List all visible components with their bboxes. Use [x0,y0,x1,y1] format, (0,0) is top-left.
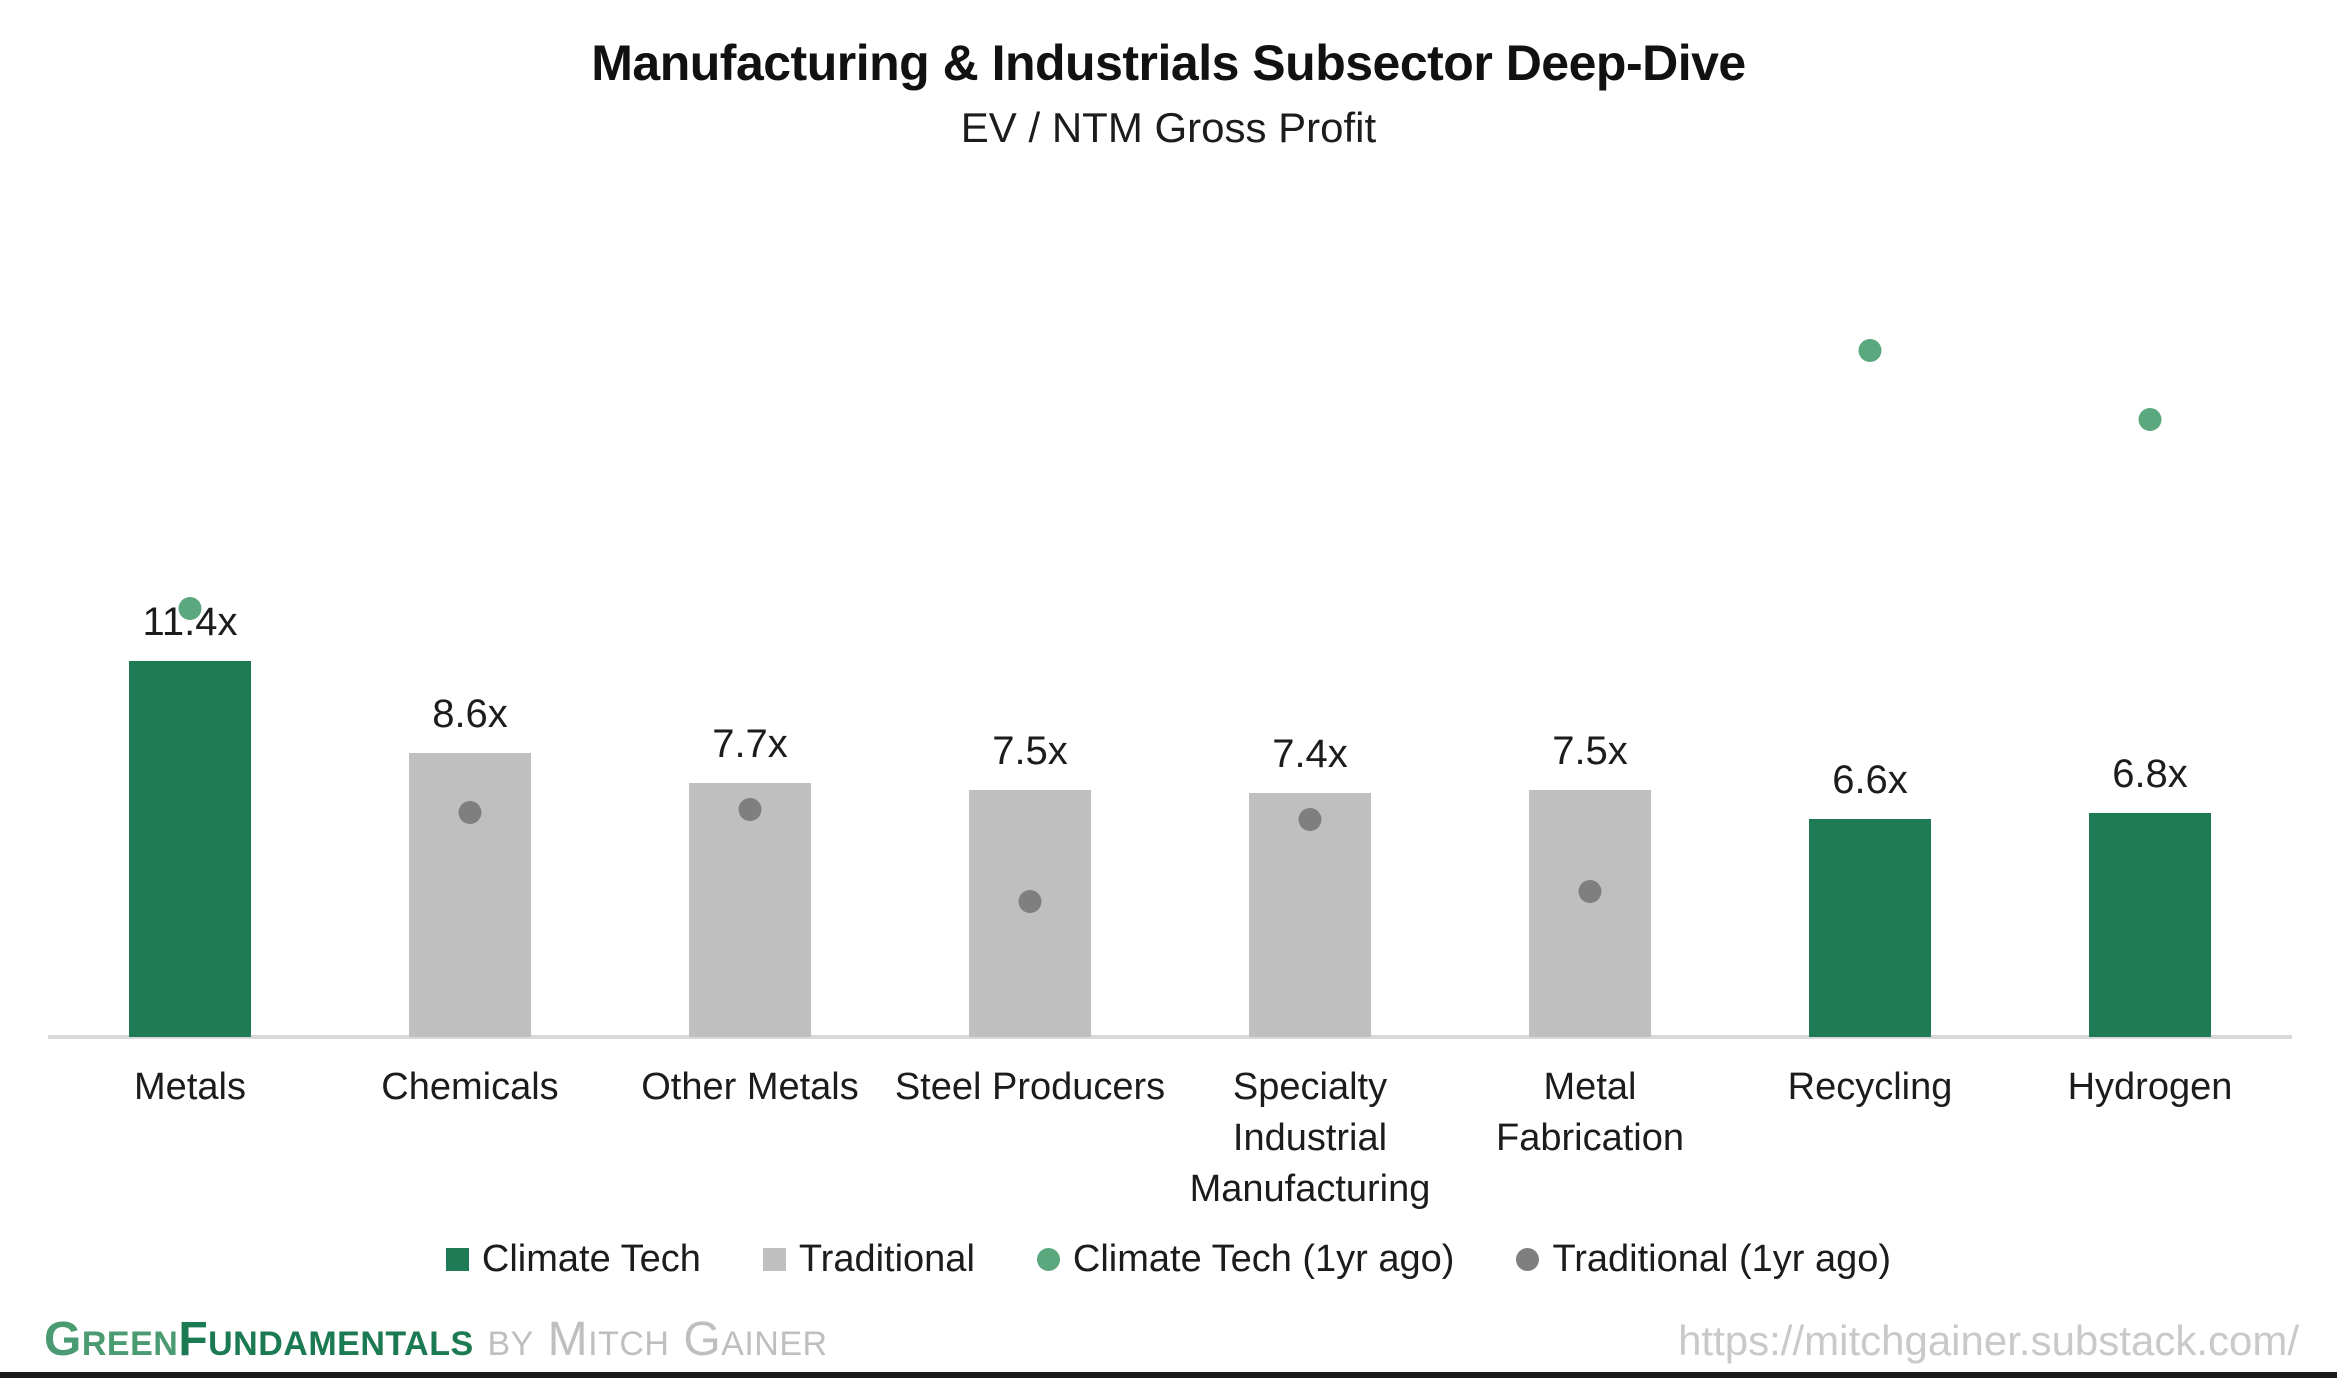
category-label-metals: Metals [134,1066,246,1108]
legend-item-climate-tech-1yr-ago: Climate Tech (1yr ago) [1036,1238,1455,1281]
legend-label: Climate Tech [481,1238,701,1280]
scatter-dot-traditional-1yr-ago-specialty-industrial-manufacturing [1298,807,1322,831]
bar-value-label: 6.6x [1832,758,1908,803]
legend-item-traditional-1yr-ago: Traditional (1yr ago) [1516,1238,1891,1281]
category-slot-recycling: 6.6x [1730,245,2010,1037]
category-slot-steel-producers: 7.5x [890,245,1170,1037]
category-label-chemicals: Chemicals [381,1066,559,1108]
legend-item-climate-tech: Climate Tech [445,1238,701,1281]
category-label-specialty-industrial-manufacturing: Specialty Industrial Manufacturing [1189,1066,1431,1210]
category-label-steel-producers: Steel Producers [894,1066,1166,1108]
bar-value-label: 6.8x [2112,751,2188,796]
bar-metal-fabrication [1529,789,1651,1037]
legend-square-icon [762,1248,786,1271]
category-slot-other-metals: 7.7x [610,245,890,1037]
legend-square-icon [445,1248,469,1271]
category-label-other-metals: Other Metals [641,1066,859,1108]
brand-dark-part: Fundamentals [178,1313,474,1366]
bar-other-metals [689,782,811,1037]
brand-text: GreenFundamentals by Mitch Gainer [44,1312,828,1367]
bar-recycling [1809,819,1931,1037]
legend-label: Climate Tech (1yr ago) [1072,1238,1455,1280]
legend-label: Traditional [798,1238,975,1280]
legend-circle-icon [1036,1248,1060,1271]
bar-chemicals [409,753,531,1037]
bar-value-label: 8.6x [432,692,508,737]
category-slot-chemicals: 8.6x [330,245,610,1037]
category-slot-metals: 11.4x [50,245,330,1037]
scatter-dot-climate-tech-1yr-ago-metals [178,596,202,620]
scatter-dot-traditional-1yr-ago-chemicals [458,801,482,825]
scatter-dot-climate-tech-1yr-ago-recycling [1858,339,1882,363]
bar-value-label: 7.4x [1272,731,1348,776]
category-slot-specialty-industrial-manufacturing: 7.4x [1170,245,1450,1037]
legend-item-traditional: Traditional [762,1238,975,1281]
scatter-dot-climate-tech-1yr-ago-hydrogen [2138,408,2162,432]
brand-byline: by Mitch Gainer [473,1313,828,1366]
bar-value-label: 7.5x [1552,728,1628,773]
bar-value-label: 7.7x [712,721,788,766]
bar-value-label: 11.4x [142,599,238,644]
category-slot-metal-fabrication: 7.5x [1450,245,1730,1037]
footer: GreenFundamentals by Mitch Gainer https:… [0,1312,2337,1367]
bar-metals [129,660,251,1037]
bottom-border-rule [0,1372,2337,1378]
category-slot-hydrogen: 6.8x [2010,245,2290,1037]
site-url: https://mitchgainer.substack.com/ [1678,1317,2299,1364]
scatter-dot-traditional-1yr-ago-other-metals [738,797,762,821]
plot-area: 11.4x 8.6x 7.7x 7.5x 7.4x 7.5x 6.6x 6.8x [50,245,2290,1037]
chart-subtitle: EV / NTM Gross Profit [960,104,1377,151]
category-label-metal-fabrication: Metal Fabrication [1496,1066,1684,1159]
legend-circle-icon [1516,1248,1540,1271]
scatter-dot-traditional-1yr-ago-steel-producers [1018,890,1042,914]
legend-label: Traditional (1yr ago) [1552,1238,1892,1280]
brand-green-part: Green [44,1313,179,1366]
category-axis-labels: Metals Chemicals Other Metals Steel Produce… [50,1062,2290,1215]
category-label-hydrogen: Hydrogen [2067,1066,2233,1108]
bar-steel-producers [969,789,1091,1037]
legend: Climate Tech Traditional Climate Tech (1yr… [0,1238,2337,1281]
bar-specialty-industrial-manufacturing [1249,792,1371,1037]
bar-hydrogen [2089,812,2211,1037]
bar-value-label: 7.5x [992,728,1068,773]
category-label-recycling: Recycling [1787,1066,1953,1108]
scatter-dot-traditional-1yr-ago-metal-fabrication [1578,880,1602,904]
chart-title: Manufacturing & Industrials Subsector De… [591,35,1746,91]
x-axis-line [48,1035,2292,1039]
